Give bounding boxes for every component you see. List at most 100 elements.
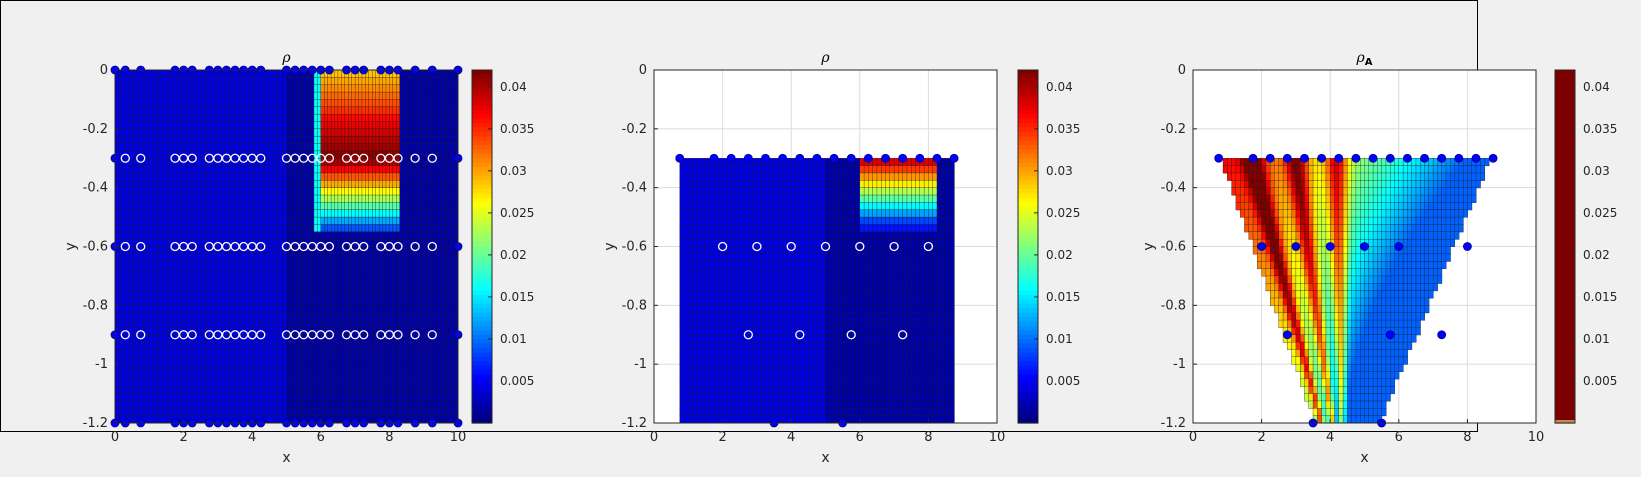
heatmap-cell xyxy=(409,143,414,152)
heatmap-cell xyxy=(351,187,356,196)
heatmap-cell xyxy=(131,165,137,174)
heatmap-cell xyxy=(303,113,308,122)
heatmap-cell xyxy=(231,106,236,115)
heatmap-cell xyxy=(365,202,370,211)
heatmap-cell xyxy=(269,77,274,86)
heatmap-cell xyxy=(224,290,229,299)
heatmap-cell xyxy=(121,91,126,100)
heatmap-cell xyxy=(450,371,456,380)
heatmap-cell xyxy=(341,305,346,314)
heatmap-cell xyxy=(375,356,380,365)
heatmap-cell xyxy=(155,113,161,122)
heatmap-cell xyxy=(409,84,414,93)
heatmap-cell xyxy=(200,202,205,211)
heatmap-cell xyxy=(128,231,133,240)
heatmap-cell xyxy=(269,297,274,306)
heatmap-cell xyxy=(320,275,325,284)
heatmap-cell xyxy=(327,165,332,174)
heatmap-cell xyxy=(337,312,342,321)
heatmap-cell xyxy=(396,165,401,174)
heatmap-cell xyxy=(162,378,167,387)
heatmap-cell xyxy=(145,312,150,321)
heatmap-cell xyxy=(306,268,311,277)
heatmap-cell xyxy=(265,69,270,78)
heatmap-cell xyxy=(145,180,150,189)
heatmap-cell xyxy=(327,99,332,108)
colorbar-segment xyxy=(472,162,492,168)
heatmap-cell xyxy=(125,99,130,108)
heatmap-cell xyxy=(207,297,212,306)
data-marker xyxy=(324,241,335,252)
heatmap-cell xyxy=(252,165,257,174)
heatmap-cell xyxy=(179,400,185,409)
heatmap-cell xyxy=(296,341,301,350)
heatmap-cell xyxy=(437,136,442,145)
heatmap-cell xyxy=(272,393,277,402)
heatmap-cell xyxy=(447,194,452,203)
heatmap-cell xyxy=(365,143,370,152)
heatmap-cell xyxy=(337,378,342,387)
heatmap-cell xyxy=(265,121,270,130)
heatmap-cell xyxy=(210,283,215,292)
heatmap-cell xyxy=(375,305,380,314)
heatmap-cell xyxy=(114,143,119,152)
heatmap-cell xyxy=(142,275,147,284)
heatmap-cell xyxy=(258,136,263,145)
heatmap-cell xyxy=(238,165,243,174)
heatmap-cell xyxy=(255,312,260,321)
heatmap-cell xyxy=(210,121,215,130)
heatmap-cell xyxy=(406,319,411,328)
heatmap-cell xyxy=(217,349,222,358)
heatmap-cell xyxy=(159,319,164,328)
heatmap-cell xyxy=(341,216,346,225)
heatmap-cell xyxy=(169,231,174,240)
heatmap-cell xyxy=(330,290,335,299)
heatmap-cell xyxy=(159,231,164,240)
heatmap-cell xyxy=(334,253,339,262)
heatmap-cell xyxy=(300,216,305,225)
heatmap-cell xyxy=(210,113,215,122)
heatmap-cell xyxy=(382,371,387,380)
heatmap-cell xyxy=(173,172,178,181)
heatmap-cell xyxy=(204,121,209,130)
heatmap-cell xyxy=(265,99,270,108)
heatmap-cell xyxy=(179,180,185,189)
heatmap-cell xyxy=(221,393,226,402)
heatmap-cell xyxy=(440,246,445,255)
heatmap-cell xyxy=(361,290,366,299)
heatmap-cell xyxy=(138,202,143,211)
heatmap-cell xyxy=(276,158,281,167)
heatmap-cell xyxy=(145,194,150,203)
heatmap-cell xyxy=(262,231,267,240)
heatmap-cell xyxy=(389,253,394,262)
heatmap-cell xyxy=(324,84,329,93)
heatmap-cell xyxy=(217,172,222,181)
heatmap-cell xyxy=(389,363,394,372)
heatmap-cell xyxy=(341,393,346,402)
heatmap-cell xyxy=(255,356,260,365)
heatmap-cell xyxy=(334,327,339,336)
heatmap-cell xyxy=(396,312,401,321)
heatmap-cell xyxy=(361,84,366,93)
heatmap-cell xyxy=(402,378,408,387)
heatmap-cell xyxy=(358,172,363,181)
heatmap-cell xyxy=(303,363,308,372)
heatmap-cell xyxy=(447,386,452,395)
heatmap-cell xyxy=(320,165,325,174)
heatmap-cell xyxy=(433,349,438,358)
heatmap-cell xyxy=(437,356,442,365)
heatmap-cell xyxy=(114,216,119,225)
heatmap-cell xyxy=(258,312,263,321)
heatmap-cell xyxy=(306,393,311,402)
heatmap-cell xyxy=(358,319,363,328)
heatmap-cell xyxy=(241,305,246,314)
heatmap-cell xyxy=(200,231,205,240)
heatmap-cell xyxy=(138,180,143,189)
heatmap-cell xyxy=(324,99,329,108)
heatmap-cell xyxy=(176,275,181,284)
heatmap-cell xyxy=(262,312,267,321)
heatmap-cell xyxy=(324,91,329,100)
heatmap-cell xyxy=(135,180,140,189)
heatmap-cell xyxy=(128,283,133,292)
heatmap-cell xyxy=(234,224,239,233)
